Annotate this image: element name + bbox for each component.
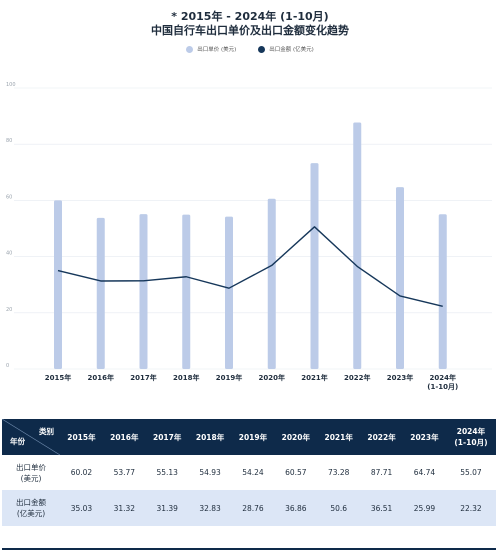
corner-label-year: 年份 xyxy=(10,437,25,446)
table-cell: 64.74 xyxy=(403,455,446,490)
legend-label-export-value: 出口金额 (亿美元) xyxy=(269,47,314,53)
table-cell: 25.99 xyxy=(403,490,446,526)
bar-unit-price xyxy=(96,217,105,369)
chart-title-line1: * 2015年 - 2024年 (1-10月) xyxy=(171,10,329,23)
x-tick-label: 2021年 xyxy=(301,373,327,382)
table-header-cell: 2015年 xyxy=(60,419,103,455)
table-header-cell: 2016年 xyxy=(102,419,146,455)
legend-item-export-value: 出口金额 (亿美元) xyxy=(258,45,314,53)
table-header-cell: 2021年 xyxy=(317,419,361,455)
table-row-unit-price: 出口单价 (美元) 60.02 53.77 55.13 54.93 54.24 … xyxy=(2,455,496,490)
table-cell: 36.51 xyxy=(360,490,403,526)
table-cell: 28.76 xyxy=(231,490,275,526)
x-tick-label: 2018年 xyxy=(173,373,199,382)
table-cell: 31.39 xyxy=(145,490,189,526)
table-cell: 60.57 xyxy=(274,455,318,490)
line-export-value xyxy=(57,226,443,307)
row-label-unit-price: 出口单价 (美元) xyxy=(2,455,60,490)
legend: 出口单价 (美元) 出口金额 (亿美元) xyxy=(0,45,500,53)
table-cell: 36.86 xyxy=(274,490,318,526)
x-tick-label: 2016年 xyxy=(88,373,114,382)
table-cell: 55.07 xyxy=(445,455,496,490)
table-header-cell: 2018年 xyxy=(188,419,232,455)
y-tick-label: 60 xyxy=(6,194,12,200)
header-2024-line1: 2024年 xyxy=(456,427,486,436)
x-tick-label: (1-10月) xyxy=(427,383,458,391)
bar-unit-price xyxy=(182,214,191,369)
bar-unit-price xyxy=(396,187,404,369)
x-tick-label: 2017年 xyxy=(130,373,156,382)
table-header-cell: 2023年 xyxy=(403,419,446,455)
table-header-row: 类别 年份 2015年 2016年 2017年 2018年 2019年 2020… xyxy=(2,419,496,455)
y-tick-label: 0 xyxy=(6,363,9,369)
table-cell: 50.6 xyxy=(317,490,361,526)
x-tick-label: 2020年 xyxy=(259,373,285,382)
table-row-export-value: 出口金额 (亿美元) 35.03 31.32 31.39 32.83 28.76… xyxy=(2,490,496,526)
table-cell: 32.83 xyxy=(188,490,232,526)
table-corner-cell: 类别 年份 xyxy=(2,419,60,455)
table-header-cell: 2022年 xyxy=(360,419,403,455)
bar-unit-price xyxy=(310,163,319,369)
legend-swatch-unit-price xyxy=(186,45,194,53)
bar-unit-price xyxy=(438,214,447,369)
table-cell: 31.32 xyxy=(102,490,146,526)
data-table: 类别 年份 2015年 2016年 2017年 2018年 2019年 2020… xyxy=(2,419,496,526)
table-bottom-rule xyxy=(2,548,496,550)
row-label-unit-price-line1: 出口单价 xyxy=(16,462,46,472)
table-header-cell: 2019年 xyxy=(231,419,275,455)
table-header-cell-2024: 2024年 (1-10月) xyxy=(445,419,496,455)
table-cell: 60.02 xyxy=(60,455,103,490)
y-tick-label: 20 xyxy=(6,307,12,313)
legend-swatch-export-value xyxy=(258,45,266,53)
x-tick-label: 2019年 xyxy=(216,373,242,382)
table-cell: 54.93 xyxy=(188,455,232,490)
bar-unit-price xyxy=(267,198,276,369)
y-tick-label: 80 xyxy=(6,138,12,144)
bar-unit-price xyxy=(139,214,148,369)
corner-label-category: 类别 xyxy=(39,427,54,436)
x-tick-label: 2024年 xyxy=(430,373,456,382)
y-tick-label: 40 xyxy=(6,251,12,257)
table-cell: 22.32 xyxy=(445,490,496,526)
row-label-export-value-line1: 出口金额 xyxy=(16,498,46,507)
x-tick-label: 2023年 xyxy=(387,373,413,382)
header-2024-line2: (1-10月) xyxy=(454,438,488,447)
table-cell: 87.71 xyxy=(360,455,403,490)
table-header-cell: 2017年 xyxy=(145,419,189,455)
row-label-export-value: 出口金额 (亿美元) xyxy=(2,490,60,526)
legend-item-unit-price: 出口单价 (美元) xyxy=(186,45,236,53)
legend-label-unit-price: 出口单价 (美元) xyxy=(197,47,237,53)
table-cell: 55.13 xyxy=(145,455,189,490)
bar-unit-price xyxy=(54,200,62,369)
table-cell: 35.03 xyxy=(60,490,103,526)
row-label-export-value-line2: (亿美元) xyxy=(16,509,46,518)
table-cell: 54.24 xyxy=(231,455,275,490)
corner-divider xyxy=(2,419,60,455)
bar-unit-price xyxy=(225,216,233,369)
x-tick-label: 2022年 xyxy=(344,373,370,382)
bar-unit-price xyxy=(353,122,362,369)
chart-plot: 0 20 40 60 80 100 2015年 2016年 2017年 2018年 2019年 20… xyxy=(6,82,492,391)
chart-title-line2: 中国自行车出口单价及出口金额变化趋势 xyxy=(151,24,349,37)
x-tick-label: 2015年 xyxy=(45,373,71,382)
table-cell: 53.77 xyxy=(102,455,146,490)
table-header-cell: 2020年 xyxy=(274,419,318,455)
row-label-unit-price-line2: (美元) xyxy=(20,473,42,483)
table-cell: 73.28 xyxy=(317,455,361,490)
y-tick-label: 100 xyxy=(6,82,16,88)
